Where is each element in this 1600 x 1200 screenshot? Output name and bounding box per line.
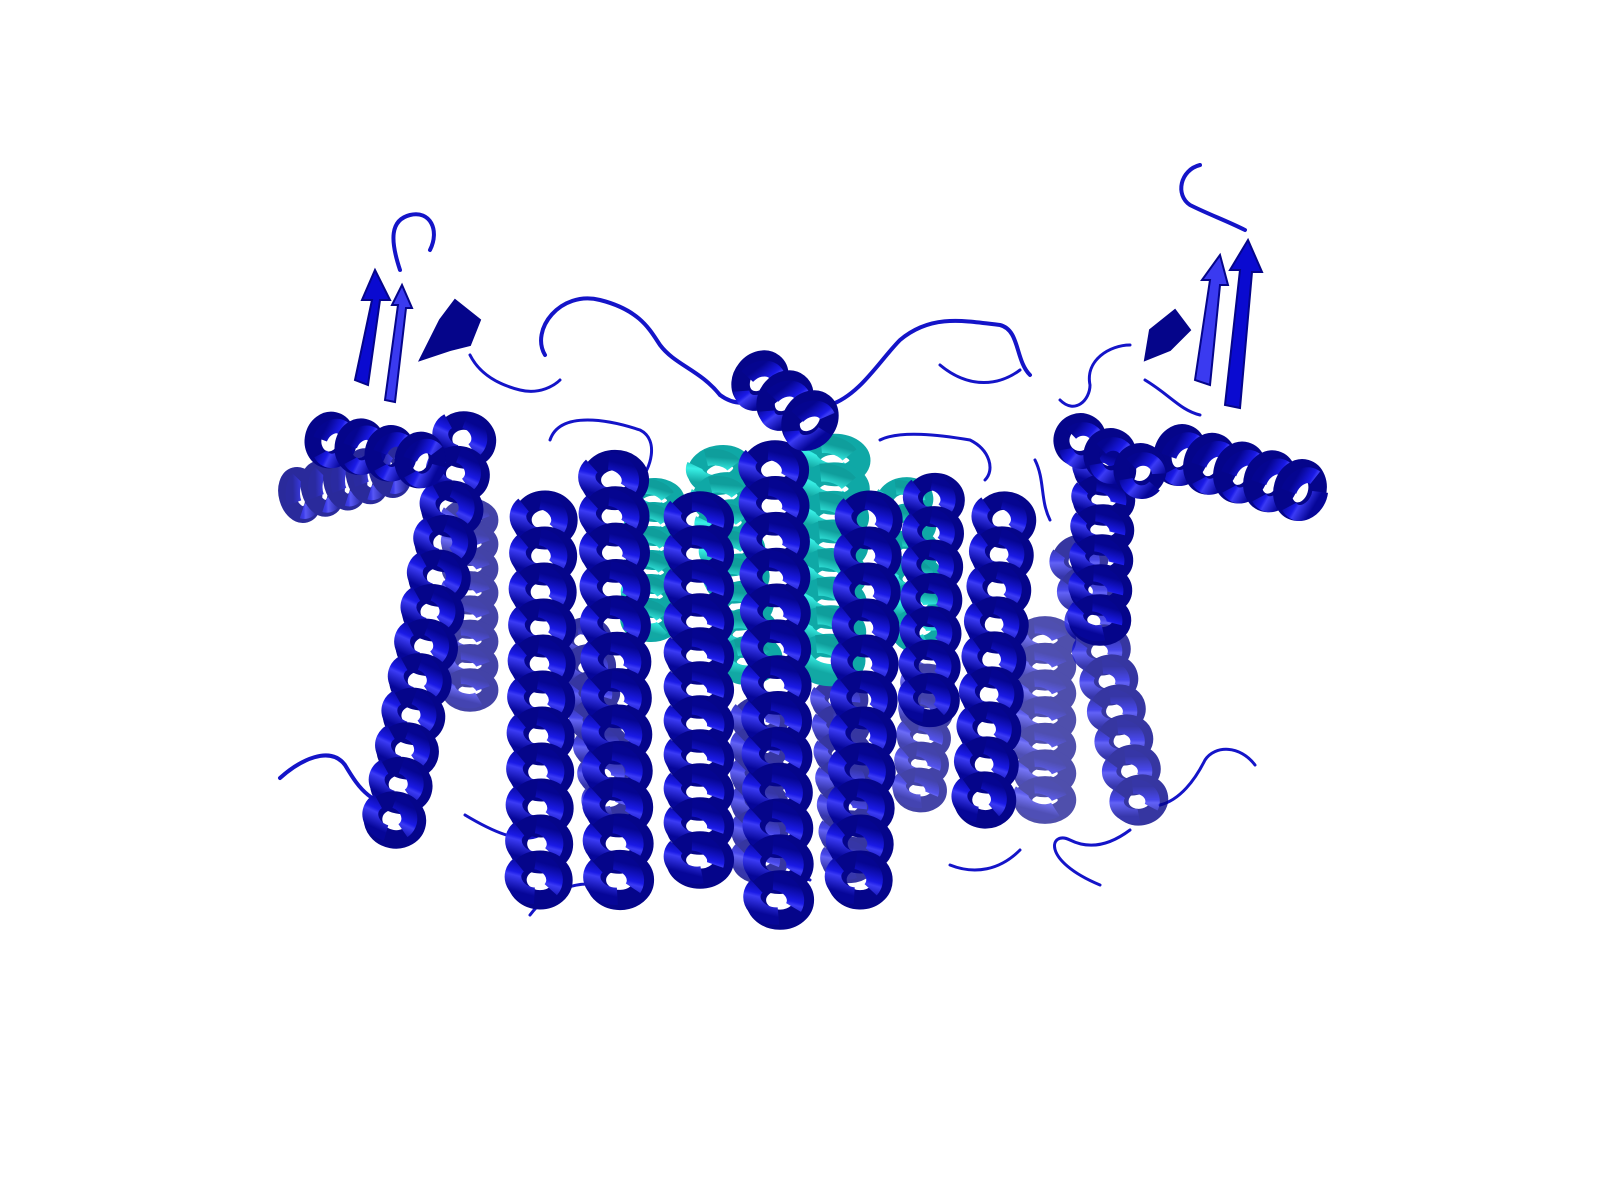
- beta-strand-arrow: [1143, 308, 1192, 362]
- loop-strand: [1179, 163, 1247, 232]
- beta-strand-arrow: [1223, 237, 1264, 410]
- loop-strand: [548, 418, 654, 482]
- beta-sheet-arrows: [353, 237, 1264, 410]
- helix: [738, 440, 815, 930]
- helix-turn-front: [743, 872, 805, 925]
- helix: [663, 491, 735, 889]
- helix-turn-front: [951, 772, 1007, 823]
- loop-strand: [1058, 343, 1132, 408]
- loop-strand: [948, 848, 1022, 872]
- loop-strand: [1158, 747, 1257, 807]
- helix: [951, 491, 1037, 829]
- helix-turn-front: [583, 852, 645, 905]
- front-helix-layer: [304, 350, 1329, 930]
- loop-strand: [539, 296, 722, 397]
- helix-turn-front: [1279, 467, 1329, 521]
- loop-strand: [468, 353, 562, 393]
- helix: [731, 350, 839, 451]
- loop-strand: [878, 432, 992, 482]
- loop-strand: [463, 813, 542, 840]
- helix: [897, 472, 965, 728]
- helix-turn-front: [824, 852, 883, 904]
- helix-turn-front: [401, 438, 447, 489]
- beta-strand-arrow: [353, 267, 392, 387]
- helix-turn-front: [1012, 777, 1068, 821]
- helix: [304, 411, 447, 489]
- helix: [578, 449, 655, 911]
- loop-strand: [938, 363, 1022, 384]
- helix-turn-front: [1067, 595, 1123, 642]
- beta-strand-arrow: [1193, 252, 1230, 387]
- loop-strand: [1033, 458, 1052, 522]
- beta-strand-arrow: [383, 282, 414, 404]
- loop-strand: [828, 318, 1032, 407]
- helix-turn-front: [783, 400, 837, 451]
- helix-turn-front: [362, 791, 418, 842]
- helix: [1153, 424, 1329, 521]
- helix-turn-front: [897, 674, 951, 723]
- beta-strand-arrow: [418, 298, 482, 362]
- loop-strand: [1053, 828, 1132, 887]
- helix: [504, 490, 578, 910]
- helix-turn-front: [892, 768, 940, 809]
- loop-regions: [278, 163, 1257, 917]
- helix: [1012, 616, 1077, 824]
- helix-turn-front: [663, 833, 725, 884]
- helix-turn-front: [504, 852, 563, 905]
- helix-turn-front: [1119, 452, 1166, 500]
- loop-strand: [391, 212, 436, 272]
- loop-strand: [1143, 378, 1202, 417]
- helix: [824, 490, 903, 910]
- helix: [278, 442, 413, 523]
- helix: [1053, 413, 1167, 500]
- helix-turn-front: [1109, 779, 1160, 824]
